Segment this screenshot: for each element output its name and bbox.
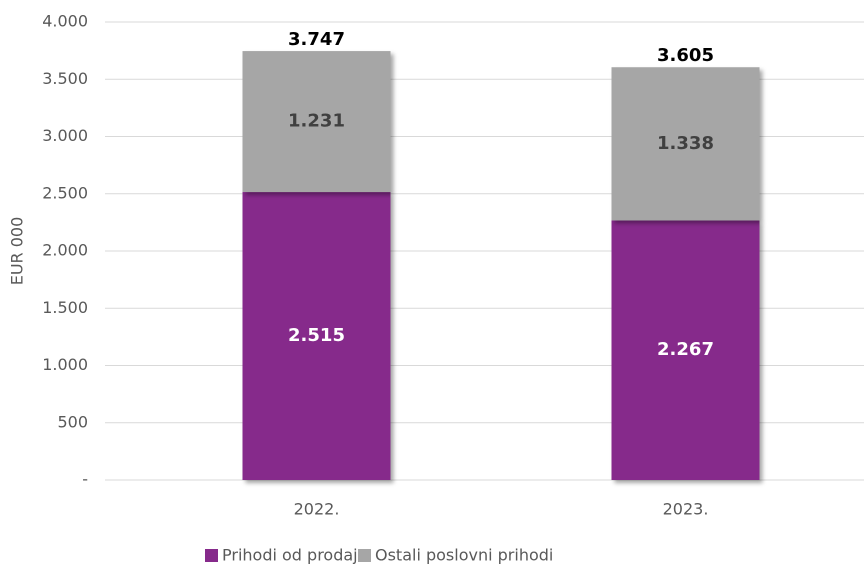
x-tick-label: 2023. xyxy=(663,500,709,519)
x-tick-label: 2022. xyxy=(294,500,340,519)
y-tick-label: 3.500 xyxy=(42,69,88,88)
bar-segment xyxy=(611,220,760,480)
value-label: 1.338 xyxy=(657,133,714,154)
legend-swatch xyxy=(358,549,371,562)
y-tick-label: 1.000 xyxy=(42,355,88,374)
bar-segment xyxy=(611,67,760,221)
value-label: 2.267 xyxy=(657,339,714,360)
legend-label: Ostali poslovni prihodi xyxy=(375,546,553,565)
value-label: 2.515 xyxy=(288,325,345,346)
bar-segment xyxy=(242,192,391,480)
y-tick-label: 2.000 xyxy=(42,241,88,260)
legend-label: Prihodi od prodaje xyxy=(222,546,367,565)
legend-swatch xyxy=(205,549,218,562)
value-label: 1.231 xyxy=(288,111,345,132)
bar-segment xyxy=(242,51,391,193)
total-label: 3.747 xyxy=(288,29,345,50)
y-tick-label: 4.000 xyxy=(42,12,88,31)
y-tick-label: - xyxy=(82,470,88,489)
y-axis-title: EUR 000 xyxy=(8,217,27,286)
y-tick-label: 500 xyxy=(57,412,88,431)
y-tick-label: 3.000 xyxy=(42,126,88,145)
total-label: 3.605 xyxy=(657,45,714,66)
y-tick-label: 1.500 xyxy=(42,298,88,317)
y-tick-label: 2.500 xyxy=(42,183,88,202)
